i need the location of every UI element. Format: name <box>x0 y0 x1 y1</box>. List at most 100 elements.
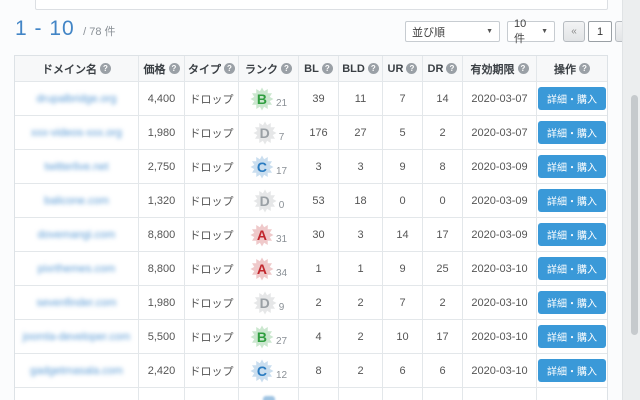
help-icon[interactable]: ? <box>517 63 529 74</box>
expires-cell-value: 2020-03-09 <box>471 160 528 173</box>
dr-cell: 25 <box>423 252 463 286</box>
type-cell-value: ドロップ <box>189 127 234 140</box>
column-header-label: 価格 <box>143 63 166 76</box>
help-icon[interactable]: ? <box>367 63 379 74</box>
rank-letter: C <box>256 362 267 379</box>
rank-letter: C <box>256 158 267 175</box>
price-cell-value: 8,800 <box>147 228 176 241</box>
detail-purchase-button[interactable]: 詳細・購入 <box>538 257 606 280</box>
type-cell-value: ドロップ <box>189 263 234 276</box>
table-row: pixrthemes.com 8,800 ドロップ A 34 1 1 9 25 2020-03-1… <box>15 252 607 286</box>
detail-purchase-button[interactable]: 詳細・購入 <box>538 325 606 348</box>
rank-letter: B <box>256 90 267 107</box>
per-page-select[interactable]: 10 件 ▼ <box>507 18 555 45</box>
page-number-input[interactable] <box>588 21 612 42</box>
column-header: BL? <box>299 56 339 82</box>
table-row: gadgetmasala.com 2,420 ドロップ C 12 8 2 6 6 2020-03-… <box>15 354 607 388</box>
domain-link[interactable]: xxx-videos-xxx.org <box>30 126 123 139</box>
domain-link[interactable]: drupalbridge.org <box>36 92 117 105</box>
expires-cell-value: 2020-03-10 <box>471 262 528 275</box>
prev-page-button[interactable]: « <box>563 21 585 42</box>
domain-link[interactable]: dovemangi.com <box>37 228 116 241</box>
detail-purchase-button[interactable]: 詳細・購入 <box>538 359 606 382</box>
domain-link[interactable]: twitterlive.net <box>44 160 109 173</box>
bl-cell: 4 <box>299 320 339 354</box>
column-header-label: タイプ <box>188 63 221 76</box>
detail-purchase-button[interactable]: 詳細・購入 <box>538 223 606 246</box>
actions-cell: 詳細・購入 <box>537 116 607 150</box>
detail-purchase-button[interactable]: 詳細・購入 <box>538 121 606 144</box>
help-icon[interactable]: ? <box>281 63 292 74</box>
help-icon[interactable]: ? <box>406 63 418 74</box>
results-range: 1 - 10 <box>15 17 75 40</box>
type-cell-value: ドロップ <box>189 195 234 208</box>
ur-cell: 14 <box>383 218 423 252</box>
partial-cell <box>15 388 139 400</box>
expires-cell: 2020-03-09 <box>463 150 537 184</box>
ur-cell-value: 9 <box>399 160 406 173</box>
expires-cell-value: 2020-03-09 <box>471 228 528 241</box>
column-header-label: ドメイン名 <box>42 63 97 76</box>
help-icon[interactable]: ? <box>579 63 590 74</box>
column-header-label: BL <box>304 62 319 75</box>
help-icon[interactable]: ? <box>168 63 180 74</box>
rank-cell: C 12 <box>239 354 299 388</box>
scrollbar-thumb[interactable] <box>631 95 638 335</box>
bl-cell-value: 53 <box>312 194 325 207</box>
help-icon[interactable]: ? <box>100 63 111 74</box>
ur-cell-value: 7 <box>399 92 406 105</box>
dr-cell: 6 <box>423 354 463 388</box>
domain-link[interactable]: sevenfinder.com <box>36 296 117 309</box>
partial-cell <box>383 388 423 400</box>
dr-cell-value: 0 <box>439 194 446 207</box>
domain-cell: joomla-developer.com <box>15 320 139 354</box>
sort-order-select[interactable]: 並び順 ▼ <box>405 21 500 42</box>
help-icon[interactable]: ? <box>224 63 235 74</box>
bl-cell: 53 <box>299 184 339 218</box>
column-header-label: 操作 <box>554 63 576 76</box>
dr-cell-value: 6 <box>439 364 446 377</box>
ur-cell-value: 5 <box>399 126 406 139</box>
column-header: 価格? <box>139 56 185 82</box>
actions-cell: 詳細・購入 <box>537 150 607 184</box>
ur-cell: 10 <box>383 320 423 354</box>
detail-purchase-button[interactable]: 詳細・購入 <box>538 291 606 314</box>
detail-purchase-button[interactable]: 詳細・購入 <box>538 189 606 212</box>
dr-cell-value: 8 <box>439 160 446 173</box>
price-cell: 2,420 <box>139 354 185 388</box>
table-row: joomla-developer.com 5,500 ドロップ B 27 4 2 10 17 20… <box>15 320 607 354</box>
rank-letter: D <box>259 124 270 141</box>
domain-cell: twitterlive.net <box>15 150 139 184</box>
price-cell: 1,980 <box>139 116 185 150</box>
rank-letter: D <box>259 192 270 209</box>
detail-purchase-button[interactable]: 詳細・購入 <box>538 155 606 178</box>
bl-cell: 3 <box>299 150 339 184</box>
rank-cell: B 21 <box>239 82 299 116</box>
expires-cell: 2020-03-10 <box>463 252 537 286</box>
column-header: BLD? <box>339 56 383 82</box>
results-total: / 78 件 <box>83 26 116 38</box>
domain-link[interactable]: balicone.com <box>44 194 109 207</box>
bl-cell-value: 3 <box>315 160 322 173</box>
bld-cell-value: 2 <box>357 364 364 377</box>
domain-link[interactable]: gadgetmasala.com <box>30 364 123 377</box>
dr-cell: 17 <box>423 218 463 252</box>
scrollbar-track[interactable] <box>622 0 640 400</box>
expires-cell: 2020-03-07 <box>463 116 537 150</box>
help-icon[interactable]: ? <box>321 63 333 74</box>
help-icon[interactable]: ? <box>446 63 458 74</box>
detail-purchase-button[interactable]: 詳細・購入 <box>538 87 606 110</box>
column-header: ランク? <box>239 56 299 82</box>
domain-table: ドメイン名? 価格? タイプ? ランク? BL? BLD? UR? DR? 有効期限? 操作? d… <box>14 55 608 400</box>
table-row: sevenfinder.com 1,980 ドロップ D 9 2 2 7 2 2020-03-10… <box>15 286 607 320</box>
price-cell-value: 2,750 <box>147 160 176 173</box>
domain-link[interactable]: pixrthemes.com <box>37 262 116 275</box>
sort-order-value: 並び順 <box>412 26 445 39</box>
bld-cell-value: 2 <box>357 296 364 309</box>
expires-cell-value: 2020-03-07 <box>471 92 528 105</box>
domain-link[interactable]: joomla-developer.com <box>22 330 131 343</box>
bl-cell-value: 4 <box>315 330 322 343</box>
